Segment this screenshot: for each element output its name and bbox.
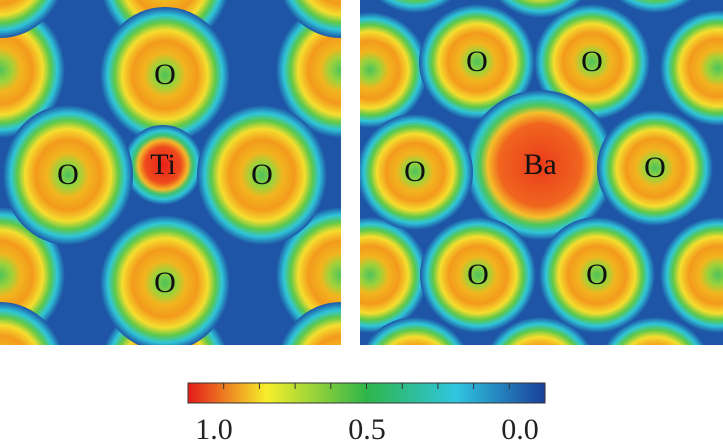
- density-blob: [123, 125, 203, 205]
- density-blob: [100, 215, 230, 345]
- density-blob: [597, 110, 713, 226]
- density-blob: [282, 0, 341, 38]
- density-blob: [0, 2, 65, 138]
- density-blob: [280, 302, 341, 345]
- right-panel: O O Ba O O O O: [360, 0, 723, 345]
- density-blob: [419, 4, 535, 120]
- atom-label: O: [467, 258, 489, 291]
- atom-label: Ba: [523, 148, 556, 181]
- atom-label: O: [581, 45, 603, 78]
- density-blob: [197, 105, 327, 245]
- density-blob: [276, 2, 341, 138]
- left-panel: O Ti O O O: [0, 0, 341, 345]
- density-blob: [378, 0, 452, 13]
- density-blob: [0, 302, 61, 345]
- atom-label: O: [154, 266, 176, 299]
- density-blob: [539, 217, 655, 333]
- density-blob: [0, 0, 59, 38]
- colorbar-label: 0.0: [501, 413, 539, 446]
- density-blob: [360, 217, 428, 333]
- atom-label: O: [586, 258, 608, 291]
- atom-label: O: [644, 151, 666, 184]
- density-blob: [618, 0, 692, 13]
- density-blob: [490, 317, 590, 345]
- density-blob: [420, 217, 536, 333]
- atom-label: O: [404, 155, 426, 188]
- colorbar-label: 0.5: [348, 413, 386, 446]
- density-blob: [360, 12, 428, 128]
- density-blob: [100, 7, 230, 143]
- colorbar: 1.0 0.5 0.0: [187, 382, 546, 446]
- density-blob: [605, 317, 705, 345]
- atom-label: Ti: [150, 148, 176, 181]
- atom-label: O: [251, 158, 273, 191]
- atom-label: O: [154, 58, 176, 91]
- atom-label: O: [57, 158, 79, 191]
- density-blob: [360, 114, 473, 230]
- density-blob: [465, 90, 615, 240]
- density-blob: [660, 217, 723, 333]
- density-blob: [3, 105, 133, 245]
- density-blob: [660, 10, 723, 126]
- density-blob: [365, 317, 465, 345]
- density-blob: [534, 4, 650, 120]
- colorbar-label: 1.0: [195, 413, 233, 446]
- colorbar-ticks: [187, 383, 546, 389]
- atom-label: O: [466, 45, 488, 78]
